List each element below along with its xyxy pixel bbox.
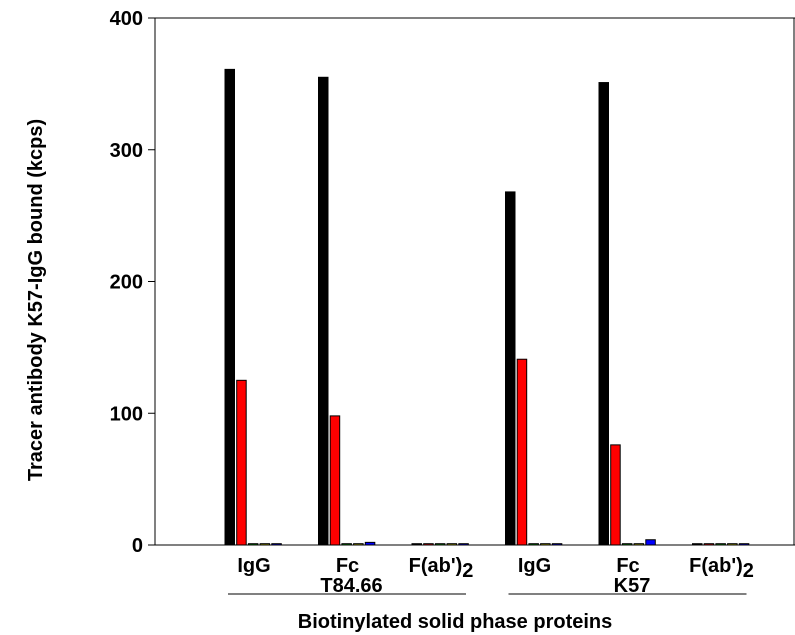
y-tick-label: 0 xyxy=(132,535,143,557)
bar xyxy=(318,76,329,546)
bar xyxy=(516,358,528,546)
bar xyxy=(598,82,609,546)
y-axis-title: Tracer antibody K57-IgG bound (kcps) xyxy=(25,119,47,481)
bar xyxy=(458,543,469,546)
bar xyxy=(341,543,352,546)
bar xyxy=(353,543,364,546)
x-tick-label: IgG xyxy=(237,555,270,577)
bar xyxy=(271,543,282,546)
bar xyxy=(540,543,551,546)
bar xyxy=(727,543,738,546)
bar xyxy=(715,543,726,546)
y-tick-label: 200 xyxy=(110,272,143,294)
x-tick-label: IgG xyxy=(518,555,551,577)
bar xyxy=(364,541,376,546)
bar xyxy=(434,543,446,546)
bar xyxy=(551,543,563,546)
bars xyxy=(224,68,750,546)
labels: 0 100 200 300 400 IgG Fc F(ab')2 IgG Fc F(ab')2 T84… xyxy=(110,8,754,597)
bar xyxy=(329,415,341,546)
x-tick-label: Fc xyxy=(616,555,639,577)
group-label: K57 xyxy=(614,575,651,597)
bar xyxy=(738,543,750,546)
bar xyxy=(610,444,621,546)
group-label: T84.66 xyxy=(320,575,382,597)
bar xyxy=(621,543,633,546)
y-tick-label: 400 xyxy=(110,8,143,30)
bar xyxy=(703,543,715,546)
y-tick-label: 300 xyxy=(110,140,143,162)
bar xyxy=(633,543,645,546)
bar xyxy=(224,68,235,546)
y-tick-label: 100 xyxy=(110,403,143,425)
bar xyxy=(411,543,422,546)
bar xyxy=(236,379,247,546)
bar xyxy=(692,543,703,546)
bar xyxy=(645,539,656,546)
x-tick-label: F(ab')2 xyxy=(689,555,754,582)
x-tick-label: Fc xyxy=(336,555,359,577)
bar xyxy=(259,543,271,546)
bar xyxy=(446,543,458,546)
bar xyxy=(528,543,539,546)
x-axis-title: Biotinylated solid phase proteins xyxy=(298,611,613,633)
bar xyxy=(505,191,516,546)
x-tick-label: F(ab')2 xyxy=(409,555,474,582)
bar xyxy=(423,543,434,546)
bar xyxy=(247,543,259,546)
